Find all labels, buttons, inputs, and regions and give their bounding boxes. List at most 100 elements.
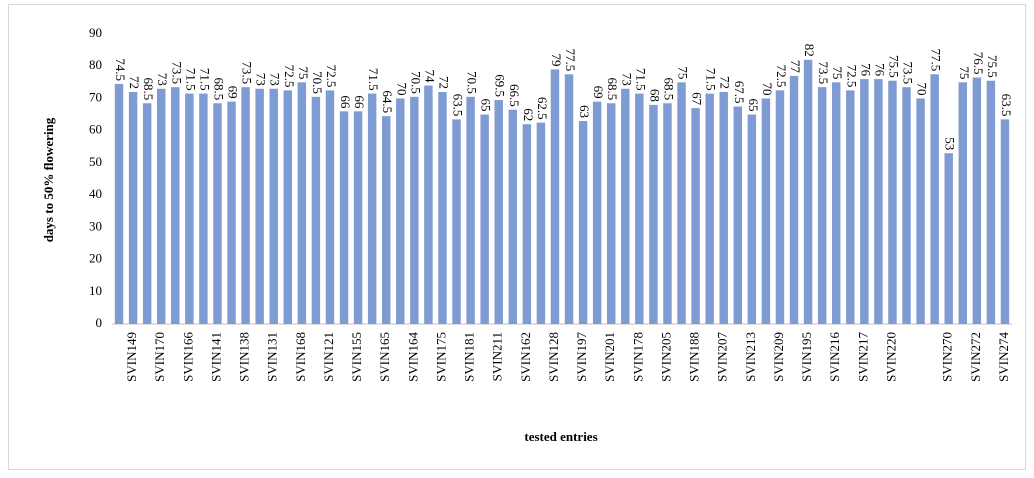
data-label: 75 [830,66,845,79]
x-tick-label: SVIN181 [462,332,477,382]
x-tick-label: SVIN170 [152,332,167,382]
data-label: 82 [802,44,817,57]
bar [817,87,827,325]
y-tick-label: 0 [96,315,103,330]
bar [621,88,630,325]
bar [382,116,391,325]
data-label: 75 [957,66,972,79]
data-label: 75 [676,66,691,79]
bar [846,90,855,324]
data-label: 63.5 [451,94,466,117]
data-label: 68.5 [661,78,676,101]
bar [719,92,728,324]
bar [902,87,911,325]
x-tick-label: SVIN175 [433,332,448,382]
y-tick-label: 20 [89,251,102,266]
data-label: 65 [746,99,761,112]
data-label: 72.5 [324,65,339,88]
data-label: 66 [338,95,353,109]
y-tick-label: 10 [89,283,102,298]
bar [564,74,574,325]
data-label: 70 [915,82,930,95]
x-tick-label: SVIN168 [293,332,308,382]
data-label: 73.5 [169,61,184,84]
x-tick-label: SVIN128 [546,332,561,382]
data-label: 70 [394,82,409,95]
x-tick-label: SVIN155 [349,332,364,382]
x-tick-label: SVIN149 [124,332,139,382]
bar [311,96,321,324]
data-label: 68.5 [211,78,226,101]
data-label: 73 [155,73,170,86]
y-tick-label: 80 [89,57,102,72]
x-tick-label: SVIN131 [265,332,280,382]
bar [142,103,152,325]
bar [410,96,419,324]
data-label: 72.5 [774,65,789,88]
data-label: 70.5 [408,71,423,94]
x-tick-label: SVIN197 [574,332,589,382]
x-tick-label: SVIN205 [658,332,673,382]
x-tick-label: SVIN217 [855,332,870,382]
data-label: 75 [296,66,311,79]
bar [494,100,503,324]
bar [199,93,208,324]
data-label: 71.5 [183,68,198,91]
y-tick-label: 30 [89,218,102,233]
x-tick-label: SVIN270 [940,332,955,382]
data-label: 75.5 [886,55,901,78]
data-label: 66 [352,95,367,109]
bar [578,121,588,324]
bar [916,98,925,324]
bar [241,87,250,325]
data-label: 76.5 [971,52,986,75]
x-tick-label: SVIN178 [630,332,645,382]
x-tick-label: SVIN164 [405,332,420,382]
data-label: 73 [619,73,634,86]
x-tick-label: SVIN195 [799,332,814,382]
bar [761,98,771,324]
data-label: 63 [577,105,592,118]
bar [733,106,742,324]
x-tick-label: SVIN141 [208,332,223,382]
bar [930,74,939,325]
bar [171,87,180,325]
data-label: 69 [226,86,241,99]
data-label: 70.5 [310,71,325,94]
x-tick-label: SVIN216 [827,332,842,382]
y-tick-label: 50 [89,154,102,169]
data-label: 68.5 [605,78,620,101]
x-tick-label: SVIN274 [996,332,1011,382]
bar [508,109,517,324]
data-label: 76 [872,63,887,77]
x-tick-label: SVIN213 [743,332,758,382]
bar [255,88,264,325]
data-label: 71.5 [633,68,648,91]
bar [452,119,461,324]
data-label: 53 [943,137,958,150]
data-label: 63.5 [999,94,1014,117]
x-tick-label: SVIN138 [237,332,252,382]
data-label: 75.5 [985,55,1000,78]
bar [663,103,672,325]
data-label: 72 [718,76,733,89]
y-tick-label: 90 [89,25,102,40]
data-label: 71.5 [704,68,719,91]
data-label: 68 [647,89,662,102]
bar [114,83,124,324]
data-label: 66.5 [507,84,522,107]
data-label: 77.5 [929,49,944,72]
bar [986,80,996,324]
bar [972,77,982,324]
bar [157,88,166,325]
data-label: 65 [479,99,494,112]
data-label: 71.5 [197,68,212,91]
data-label: 72.5 [844,65,859,88]
y-tick-label: 70 [89,89,102,104]
x-tick-label: SVIN207 [715,332,730,382]
data-label: 67.5 [732,81,747,104]
x-axis-label: tested entries [524,429,597,444]
y-tick-label: 40 [89,186,102,201]
data-label: 70.5 [465,71,480,94]
